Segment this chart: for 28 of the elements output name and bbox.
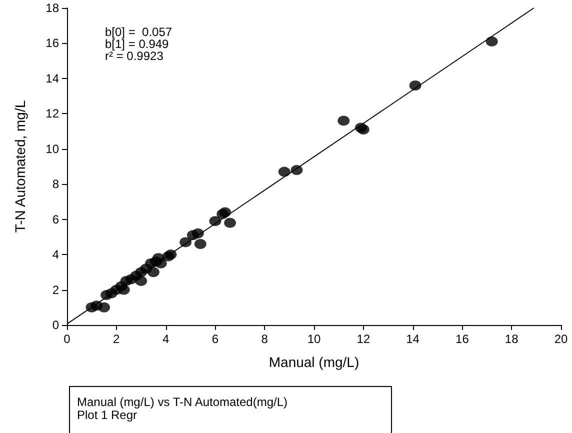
x-tick-label: 8 [261,332,268,346]
x-tick-label: 10 [307,332,321,346]
x-tick-label: 6 [212,332,219,346]
y-tick-label: 18 [46,1,60,15]
x-tick-label: 16 [456,332,470,346]
y-tick-label: 14 [46,71,60,86]
annotation: b[0] = 0.057 [105,25,172,39]
y-tick-label: 12 [46,106,60,121]
y-tick-label: 10 [46,142,60,156]
x-tick-label: 2 [113,332,120,346]
x-tick-label: 14 [406,332,420,346]
x-tick-label: 18 [504,332,519,346]
y-tick-label: 8 [52,177,60,192]
y-tick-label: 2 [52,282,60,297]
annotation: r² = 0.9923 [105,49,164,63]
y-tick-label: 6 [52,212,60,226]
y-tick-label: 4 [52,248,60,262]
x-tick-label: 12 [356,332,370,346]
x-tick-label: 20 [554,332,568,346]
x-axis-title: Manual (mg/L) [268,354,360,370]
text: Manual (mg/L) vs T-N Automated(mg/L) [77,395,288,409]
text: Plot 1 Regr [77,408,138,422]
y-tick-label: 0 [52,318,60,332]
annotation: b[1] = 0.949 [105,37,170,51]
y-tick-label: 16 [46,36,60,50]
x-tick-label: 4 [162,332,170,346]
y-axis-title: T-N Automated, mg/L [12,100,28,233]
x-tick-label: 0 [64,332,71,346]
